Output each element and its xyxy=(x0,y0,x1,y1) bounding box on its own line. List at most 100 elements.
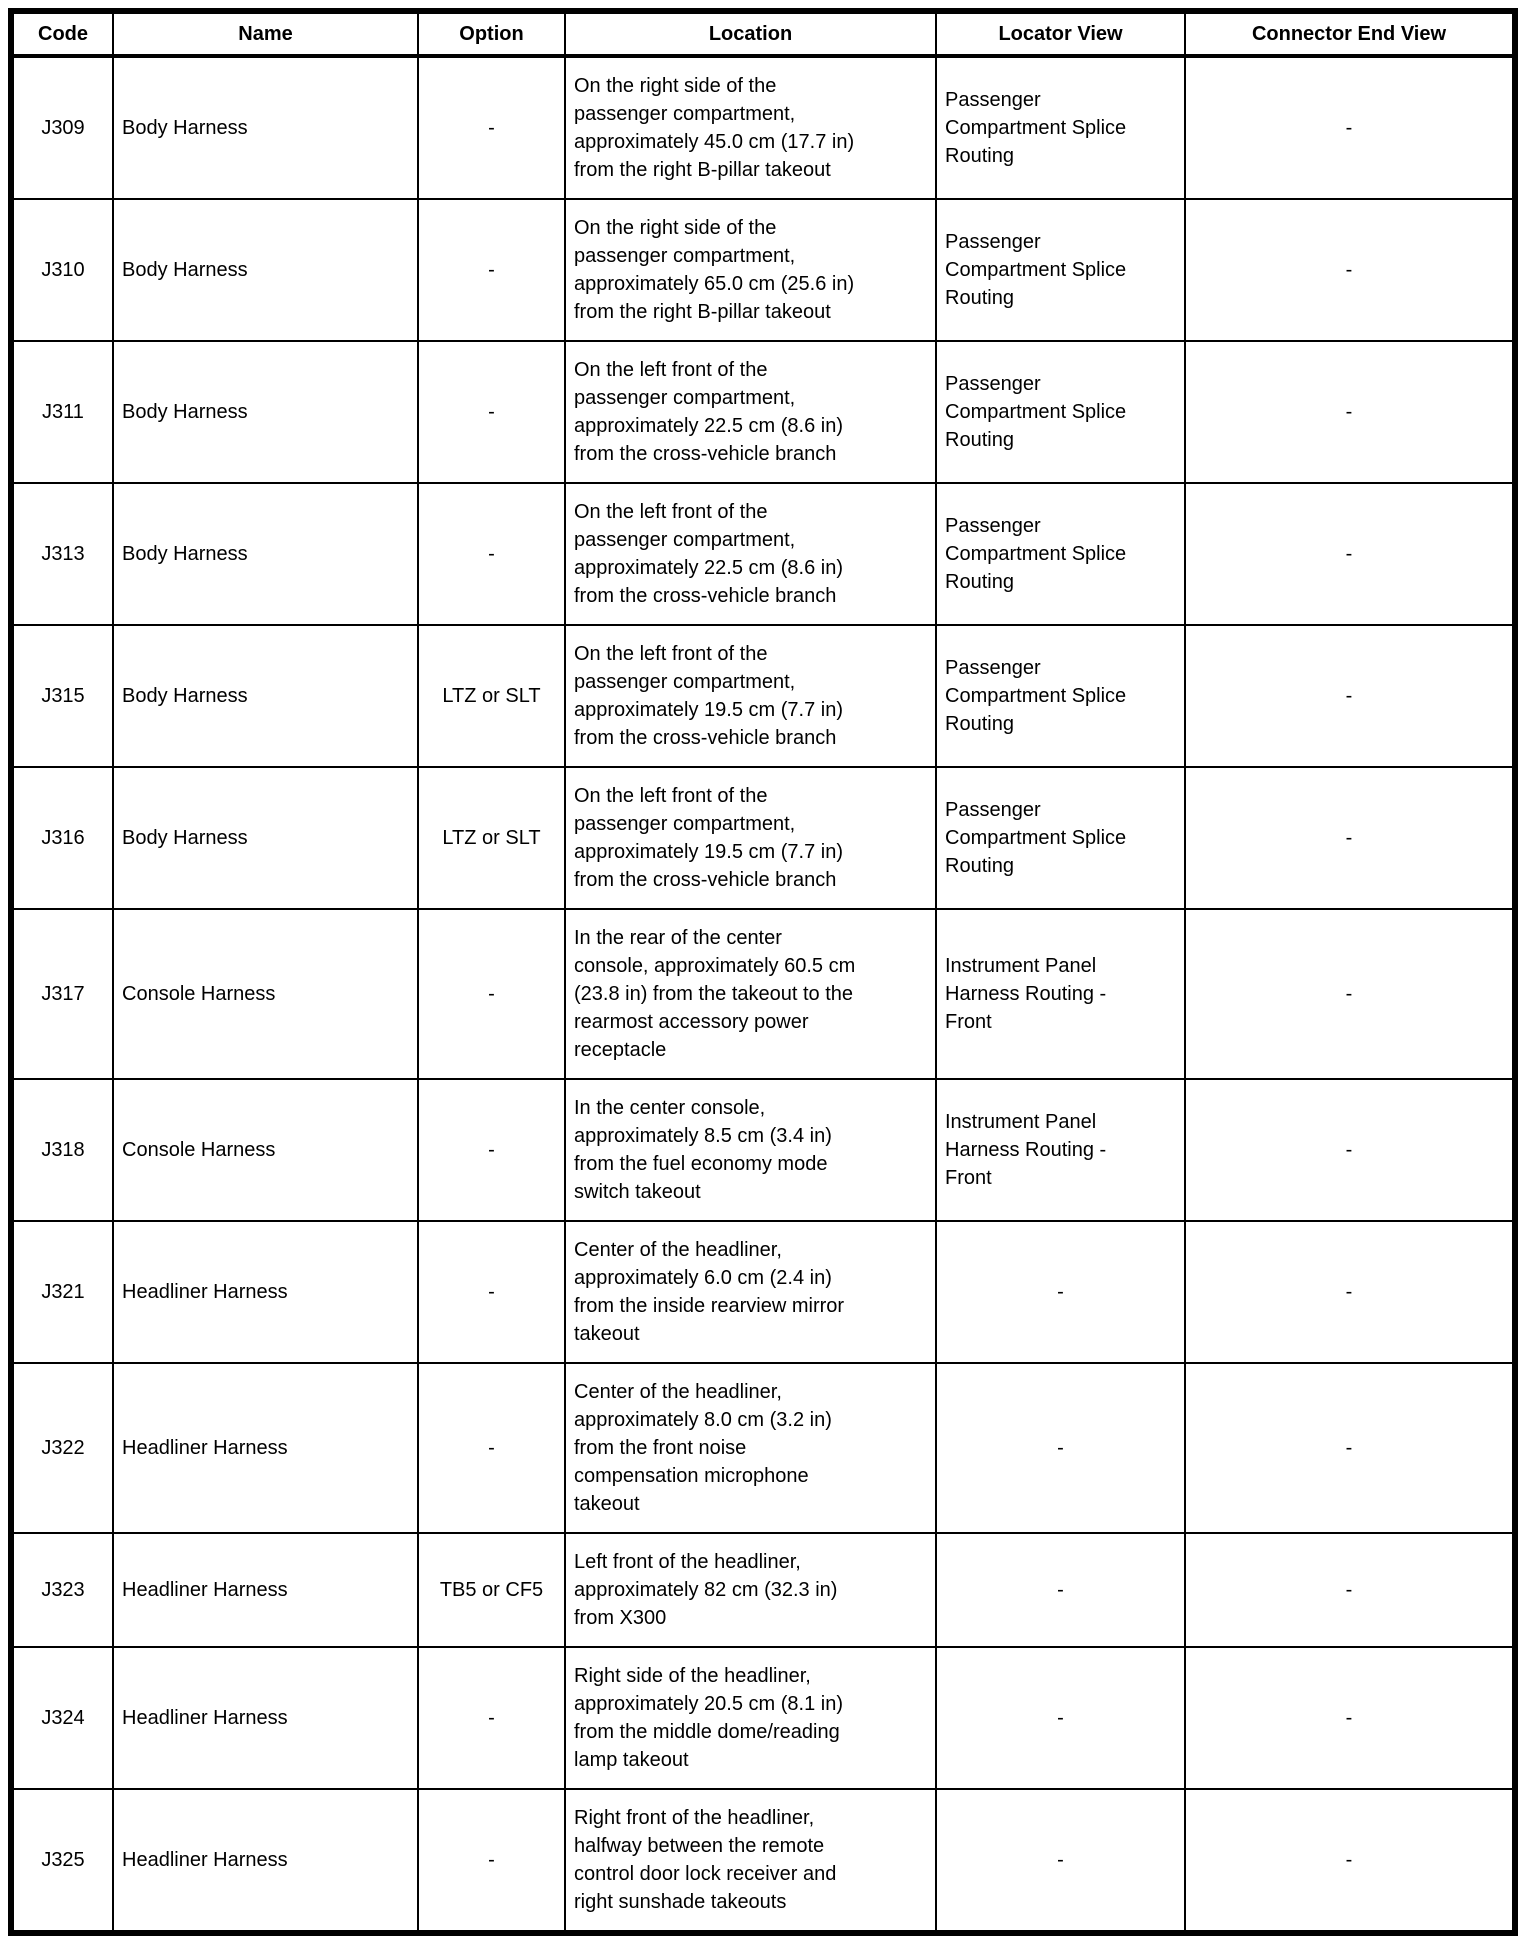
cell-name: Body Harness xyxy=(112,55,419,200)
table-row: J318 Console Harness - In the center consol… xyxy=(10,1078,1516,1222)
cell-connector-end-view: - xyxy=(1184,1532,1516,1648)
table-row: J311 Body Harness - On the left front of th… xyxy=(10,340,1516,484)
cell-connector-end-view: - xyxy=(1184,1362,1516,1534)
cell-name: Console Harness xyxy=(112,908,419,1080)
cell-locator-view: Instrument Panel Harness Routing - Front xyxy=(935,908,1186,1080)
cell-location: Right front of the headliner, halfway be… xyxy=(564,1788,937,1934)
cell-code: J315 xyxy=(10,624,114,768)
cell-connector-end-view: - xyxy=(1184,198,1516,342)
cell-name: Console Harness xyxy=(112,1078,419,1222)
cell-location: On the left front of the passenger compa… xyxy=(564,482,937,626)
cell-location: On the right side of the passenger compa… xyxy=(564,55,937,200)
table-row: J324 Headliner Harness - Right side of the … xyxy=(10,1646,1516,1790)
cell-location: In the center console, approximately 8.5… xyxy=(564,1078,937,1222)
table-row: J309 Body Harness - On the right side of th… xyxy=(10,55,1516,200)
cell-location: On the left front of the passenger compa… xyxy=(564,624,937,768)
cell-option: - xyxy=(417,1078,566,1222)
cell-connector-end-view: - xyxy=(1184,482,1516,626)
cell-location: On the left front of the passenger compa… xyxy=(564,340,937,484)
cell-option: - xyxy=(417,1788,566,1934)
cell-code: J322 xyxy=(10,1362,114,1534)
table-row: J310 Body Harness - On the right side of th… xyxy=(10,198,1516,342)
cell-connector-end-view: - xyxy=(1184,1220,1516,1364)
cell-locator-view: - xyxy=(935,1646,1186,1790)
table-row: J317 Console Harness - In the rear of the c… xyxy=(10,908,1516,1080)
cell-locator-view: Passenger Compartment Splice Routing xyxy=(935,624,1186,768)
cell-locator-view: - xyxy=(935,1220,1186,1364)
table-row: J315 Body Harness LTZ or SLT On the left fr… xyxy=(10,624,1516,768)
cell-locator-view: Passenger Compartment Splice Routing xyxy=(935,482,1186,626)
cell-connector-end-view: - xyxy=(1184,624,1516,768)
cell-name: Body Harness xyxy=(112,624,419,768)
cell-code: J321 xyxy=(10,1220,114,1364)
column-header-option: Option xyxy=(417,10,566,58)
table-row: J316 Body Harness LTZ or SLT On the left fr… xyxy=(10,766,1516,910)
cell-option: - xyxy=(417,482,566,626)
cell-connector-end-view: - xyxy=(1184,908,1516,1080)
cell-code: J318 xyxy=(10,1078,114,1222)
cell-code: J310 xyxy=(10,198,114,342)
table-row: J321 Headliner Harness - Center of the head… xyxy=(10,1220,1516,1364)
cell-locator-view: - xyxy=(935,1362,1186,1534)
cell-name: Headliner Harness xyxy=(112,1362,419,1534)
cell-location: Right side of the headliner, approximate… xyxy=(564,1646,937,1790)
cell-locator-view: Passenger Compartment Splice Routing xyxy=(935,766,1186,910)
cell-code: J309 xyxy=(10,55,114,200)
cell-name: Body Harness xyxy=(112,482,419,626)
cell-locator-view: - xyxy=(935,1532,1186,1648)
cell-code: J316 xyxy=(10,766,114,910)
cell-name: Headliner Harness xyxy=(112,1532,419,1648)
column-header-code: Code xyxy=(10,10,114,58)
cell-option: - xyxy=(417,1362,566,1534)
table-header: Code Name Option Location Locator View C… xyxy=(10,10,1516,58)
cell-connector-end-view: - xyxy=(1184,1078,1516,1222)
cell-code: J325 xyxy=(10,1788,114,1934)
cell-code: J311 xyxy=(10,340,114,484)
column-header-locator-view: Locator View xyxy=(935,10,1186,58)
table-row: J325 Headliner Harness - Right front of the… xyxy=(10,1788,1516,1934)
cell-location: On the right side of the passenger compa… xyxy=(564,198,937,342)
cell-code: J323 xyxy=(10,1532,114,1648)
cell-name: Body Harness xyxy=(112,340,419,484)
cell-locator-view: Passenger Compartment Splice Routing xyxy=(935,340,1186,484)
cell-option: - xyxy=(417,1220,566,1364)
cell-option: - xyxy=(417,340,566,484)
cell-connector-end-view: - xyxy=(1184,766,1516,910)
cell-option: - xyxy=(417,908,566,1080)
cell-option: LTZ or SLT xyxy=(417,624,566,768)
cell-locator-view: Instrument Panel Harness Routing - Front xyxy=(935,1078,1186,1222)
cell-locator-view: Passenger Compartment Splice Routing xyxy=(935,198,1186,342)
header-row: Code Name Option Location Locator View C… xyxy=(10,10,1516,58)
splice-location-table: Code Name Option Location Locator View C… xyxy=(8,8,1518,1936)
cell-location: Center of the headliner, approximately 8… xyxy=(564,1362,937,1534)
cell-name: Headliner Harness xyxy=(112,1220,419,1364)
cell-location: Left front of the headliner, approximate… xyxy=(564,1532,937,1648)
cell-location: In the rear of the center console, appro… xyxy=(564,908,937,1080)
cell-code: J324 xyxy=(10,1646,114,1790)
cell-option: - xyxy=(417,1646,566,1790)
cell-location: On the left front of the passenger compa… xyxy=(564,766,937,910)
cell-name: Body Harness xyxy=(112,766,419,910)
cell-locator-view: Passenger Compartment Splice Routing xyxy=(935,55,1186,200)
cell-name: Headliner Harness xyxy=(112,1788,419,1934)
document-page: Code Name Option Location Locator View C… xyxy=(8,8,1518,1936)
table-body: J309 Body Harness - On the right side of th… xyxy=(10,55,1516,1934)
cell-option: - xyxy=(417,55,566,200)
cell-option: - xyxy=(417,198,566,342)
column-header-connector-end-view: Connector End View xyxy=(1184,10,1516,58)
cell-option: TB5 or CF5 xyxy=(417,1532,566,1648)
cell-connector-end-view: - xyxy=(1184,1788,1516,1934)
cell-name: Body Harness xyxy=(112,198,419,342)
table-row: J323 Headliner Harness TB5 or CF5 Left fron… xyxy=(10,1532,1516,1648)
table-row: J313 Body Harness - On the left front of th… xyxy=(10,482,1516,626)
column-header-name: Name xyxy=(112,10,419,58)
cell-location: Center of the headliner, approximately 6… xyxy=(564,1220,937,1364)
cell-locator-view: - xyxy=(935,1788,1186,1934)
column-header-location: Location xyxy=(564,10,937,58)
cell-code: J313 xyxy=(10,482,114,626)
table-row: J322 Headliner Harness - Center of the head… xyxy=(10,1362,1516,1534)
cell-name: Headliner Harness xyxy=(112,1646,419,1790)
cell-connector-end-view: - xyxy=(1184,55,1516,200)
cell-connector-end-view: - xyxy=(1184,1646,1516,1790)
cell-connector-end-view: - xyxy=(1184,340,1516,484)
